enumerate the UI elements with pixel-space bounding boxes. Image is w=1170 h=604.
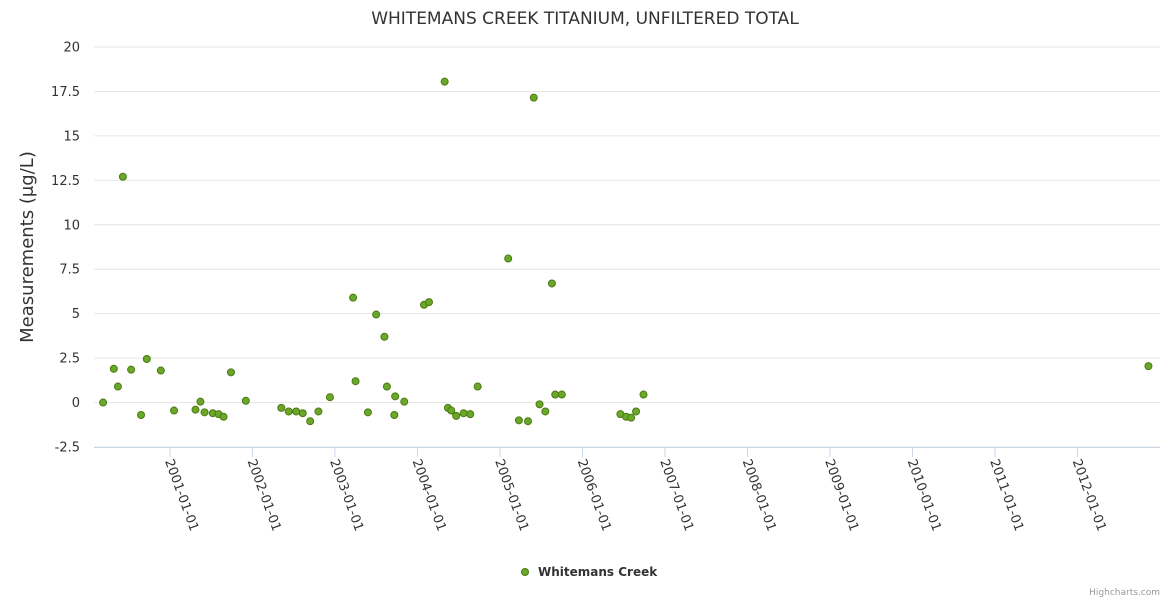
data-point[interactable] — [306, 417, 315, 426]
data-point[interactable] — [391, 392, 400, 401]
data-point[interactable] — [380, 332, 389, 341]
data-point[interactable] — [99, 398, 108, 407]
legend[interactable]: Whitemans Creek — [521, 565, 659, 579]
data-point[interactable] — [557, 390, 566, 399]
data-point[interactable] — [314, 407, 323, 416]
data-point[interactable] — [639, 390, 648, 399]
data-point[interactable] — [452, 411, 461, 420]
data-point[interactable] — [466, 410, 475, 419]
axis-layer — [94, 447, 1160, 457]
data-point[interactable] — [473, 382, 482, 391]
data-point[interactable] — [226, 368, 235, 377]
data-point[interactable] — [127, 365, 136, 374]
data-point[interactable] — [284, 407, 293, 416]
data-point[interactable] — [109, 364, 118, 373]
data-point[interactable] — [632, 407, 641, 416]
data-point[interactable] — [400, 397, 409, 406]
credits[interactable]: Highcharts.com — [1089, 588, 1160, 598]
data-point[interactable] — [459, 409, 468, 418]
y-tick-labels: -2.5 0 2.5 5 7.5 10 12.5 15 17.5 20 — [51, 41, 80, 456]
y-tick-label: -2.5 — [55, 441, 80, 456]
y-tick-label: 0 — [72, 396, 80, 411]
data-point[interactable] — [529, 93, 538, 102]
data-point[interactable] — [535, 400, 544, 409]
data-point[interactable] — [504, 254, 513, 263]
data-point[interactable] — [551, 390, 560, 399]
data-point[interactable] — [447, 406, 456, 415]
data-point[interactable] — [325, 393, 334, 402]
data-point[interactable] — [424, 298, 433, 307]
data-point[interactable] — [390, 411, 399, 419]
legend-marker — [521, 568, 529, 576]
series-whitemans-creek[interactable] — [99, 77, 1153, 426]
data-point[interactable] — [113, 382, 122, 391]
data-point[interactable] — [170, 406, 179, 415]
data-point[interactable] — [292, 407, 301, 416]
data-point[interactable] — [241, 396, 250, 405]
legend-item-whitemans-creek[interactable]: Whitemans Creek — [538, 565, 658, 579]
data-point[interactable] — [137, 411, 146, 419]
data-point[interactable] — [351, 377, 360, 386]
data-point[interactable] — [363, 408, 372, 417]
data-point[interactable] — [541, 407, 550, 416]
y-tick-label: 5 — [72, 307, 80, 322]
data-point[interactable] — [349, 293, 358, 302]
data-point[interactable] — [523, 417, 532, 426]
data-point[interactable] — [1144, 362, 1153, 371]
y-tick-label: 10 — [63, 218, 80, 233]
data-point[interactable] — [382, 382, 391, 391]
data-point[interactable] — [298, 409, 307, 418]
y-tick-label: 7.5 — [59, 263, 80, 278]
data-point[interactable] — [191, 405, 200, 414]
y-tick-label: 17.5 — [51, 85, 80, 100]
chart-title: WHITEMANS CREEK TITANIUM, UNFILTERED TOT… — [371, 9, 799, 29]
data-point[interactable] — [514, 416, 523, 425]
data-point[interactable] — [219, 412, 228, 421]
data-point[interactable] — [200, 408, 209, 417]
y-tick-label: 2.5 — [59, 352, 80, 367]
data-point[interactable] — [118, 172, 127, 181]
data-point[interactable] — [547, 279, 556, 288]
data-point[interactable] — [196, 397, 205, 406]
y-tick-label: 12.5 — [51, 174, 80, 189]
grid-layer — [94, 46, 1160, 448]
data-point[interactable] — [627, 413, 636, 422]
data-point[interactable] — [440, 77, 449, 86]
data-point[interactable] — [156, 366, 165, 375]
data-point[interactable] — [277, 403, 286, 412]
y-tick-label: 20 — [63, 41, 80, 56]
y-axis-label: Measurements (μg/L) — [17, 151, 38, 343]
data-point[interactable] — [372, 310, 381, 319]
y-tick-label: 15 — [63, 129, 80, 144]
data-point[interactable] — [142, 355, 151, 363]
